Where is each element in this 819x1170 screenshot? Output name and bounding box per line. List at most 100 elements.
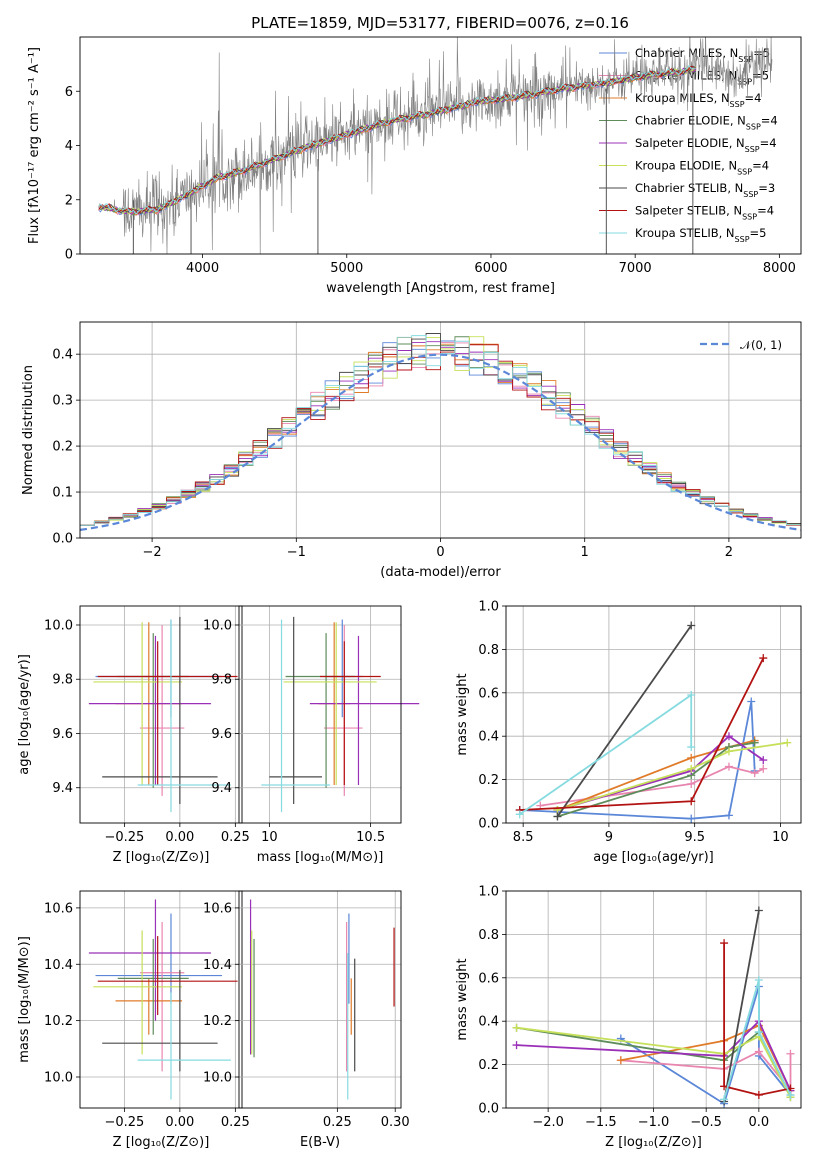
- weight-marker: [754, 1047, 763, 1056]
- model-fit-line-8: [98, 64, 696, 215]
- weight-marker: [754, 1028, 763, 1037]
- weight-vs-Z-lines: [512, 906, 795, 1108]
- spectrum-axes: 4000 5000 6000 7000 8000 0 2 4 6 wavelength [Angs…: [27, 47, 796, 296]
- x-tick-label: 1: [581, 545, 589, 560]
- y-tick-label: 0.2: [478, 773, 499, 788]
- y-tick-label: 0.3: [52, 394, 73, 409]
- weight-marker: [754, 1090, 763, 1099]
- weight-marker: [786, 1049, 795, 1058]
- y-tick-label: 10.4: [203, 958, 232, 973]
- observed-spectrum-line: [98, 37, 773, 254]
- x-tick-label: −0.25: [104, 1115, 144, 1130]
- weight-marker: [759, 756, 768, 765]
- y-tick-label: 10.2: [44, 1014, 73, 1029]
- weight-marker: [759, 654, 768, 663]
- mass-vs-Z-xlabel: Z [log₁₀(Z/Z⊙)]: [113, 1135, 210, 1150]
- spectrum-ylabel: Flux [fλ10⁻¹⁷ erg cm⁻² s⁻¹ A⁻¹]: [27, 47, 42, 244]
- weight-vs-age-xlabel: age [log₁₀(age/yr)]: [593, 850, 714, 865]
- y-tick-label: 10.6: [44, 901, 73, 916]
- mass-vs-ebv-axes: 0.25 0.30 10.0 10.2 10.4 10.6 E(B-V): [203, 891, 410, 1150]
- y-tick-label: 0.4: [478, 1015, 499, 1030]
- age-vs-mass-frame: [238, 605, 402, 824]
- y-tick-label: 10.0: [44, 618, 73, 633]
- spectrum-frame: [79, 36, 802, 255]
- weight-marker: [687, 797, 696, 806]
- weight-marker: [687, 743, 696, 752]
- x-tick-label: −1.0: [638, 1115, 670, 1130]
- mass-vs-Z-frame: [79, 890, 243, 1109]
- age-vs-Z-axes: −0.25 0.00 0.25 9.4 9.6 9.8 10.0 Z [log₁₀(Z/Z⊙)…: [17, 606, 250, 865]
- x-tick-label: 8.5: [513, 830, 534, 845]
- model-fit-line-5: [98, 66, 696, 215]
- x-tick-label: 5000: [330, 261, 363, 276]
- age-vs-Z-ylabel: age [log₁₀(age/yr)]: [17, 654, 32, 775]
- weight-marker: [786, 1090, 795, 1099]
- age-vs-Z-xlabel: Z [log₁₀(Z/Z⊙)]: [113, 850, 210, 865]
- y-tick-label: 0.0: [478, 817, 499, 832]
- mass-vs-Z-points: [88, 899, 238, 1100]
- weight-marker: [754, 975, 763, 984]
- x-tick-label: 10: [261, 830, 278, 845]
- y-tick-label: 0.6: [478, 971, 499, 986]
- weight-line-5: [516, 1026, 792, 1098]
- weight-marker: [687, 753, 696, 762]
- y-tick-label: 1.0: [478, 885, 499, 900]
- age-vs-mass-xlabel: mass [log₁₀(M/M⊙)]: [257, 850, 384, 865]
- residuals-ylabel: Normed distribution: [21, 365, 36, 495]
- x-tick-label: 10.5: [356, 830, 385, 845]
- weight-vs-age-ylabel: mass weight: [455, 673, 470, 755]
- weight-vs-age-frame: [505, 605, 802, 824]
- x-tick-label: −1: [287, 545, 306, 560]
- y-tick-label: 0.8: [478, 928, 499, 943]
- weight-marker: [512, 1023, 521, 1032]
- weight-marker: [754, 906, 763, 915]
- weight-marker: [724, 747, 733, 756]
- x-tick-label: −2.0: [532, 1115, 564, 1130]
- mass-vs-ebv-points: [249, 899, 395, 1100]
- weight-vs-Z-xlabel: Z [log₁₀(Z/Z⊙)]: [605, 1135, 702, 1150]
- weight-marker: [616, 1056, 625, 1065]
- weight-marker: [515, 810, 524, 819]
- age-vs-Z-points: [88, 616, 238, 813]
- y-tick-label: 1.0: [478, 600, 499, 615]
- weight-vs-age-axes: 8.5 9 9.5 10 0.0 0.2 0.4 0.6 0.8 1.0 age [log₁₀(ag…: [455, 600, 801, 865]
- spectrum-plot: [98, 37, 773, 254]
- weight-vs-Z-ylabel: mass weight: [455, 958, 470, 1040]
- weight-marker: [553, 812, 562, 821]
- legend-entry: Salpeter STELIB, NSSP=4: [635, 204, 774, 222]
- y-tick-label: 9.6: [211, 727, 232, 742]
- legend-entry: Salpeter ELODIE, NSSP=4: [635, 136, 777, 154]
- mass-vs-ebv-xlabel: E(B-V): [300, 1135, 340, 1150]
- x-tick-label: 0: [436, 545, 444, 560]
- x-tick-label: −0.25: [104, 830, 144, 845]
- x-tick-label: 0.30: [381, 1115, 410, 1130]
- y-tick-label: 0.0: [52, 532, 73, 547]
- weight-line-0: [519, 701, 756, 820]
- residuals-xlabel: (data-model)/error: [380, 565, 501, 580]
- y-tick-label: 0.4: [478, 730, 499, 745]
- weight-marker: [747, 697, 756, 706]
- x-tick-label: −1.5: [585, 1115, 617, 1130]
- weight-marker: [720, 1082, 729, 1091]
- legend-entry: Chabrier MILES, NSSP=5: [635, 46, 770, 64]
- residuals-axes: −2 −1 0 1 2 0.0 0.1 0.2 0.3 0.4 (data-model)/error…: [21, 322, 801, 580]
- weight-marker: [512, 1041, 521, 1050]
- y-tick-label: 10.0: [44, 1071, 73, 1086]
- weight-line-7: [519, 657, 765, 811]
- mass-vs-ebv-frame: [238, 890, 402, 1109]
- x-tick-label: 10: [772, 830, 789, 845]
- x-tick-label: 9.5: [684, 830, 705, 845]
- weight-marker: [783, 738, 792, 747]
- weight-marker: [687, 764, 696, 773]
- hist-plot: [80, 333, 801, 531]
- y-tick-label: 9.4: [211, 781, 232, 796]
- y-tick-label: 0.1: [52, 486, 73, 501]
- legend-entry: Kroupa ELODIE, NSSP=4: [635, 159, 769, 177]
- weight-marker: [687, 621, 696, 630]
- x-tick-label: 9: [605, 830, 613, 845]
- y-tick-label: 10.2: [203, 1014, 232, 1029]
- x-tick-label: 4000: [186, 261, 219, 276]
- y-tick-label: 2: [65, 193, 73, 208]
- weight-marker: [687, 779, 696, 788]
